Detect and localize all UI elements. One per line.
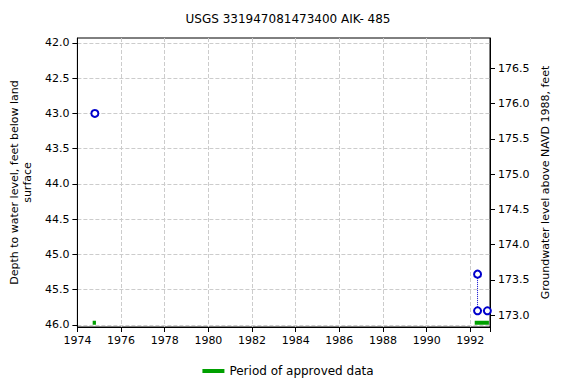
svg-text:175.5: 175.5 bbox=[498, 132, 530, 145]
svg-text:175.0: 175.0 bbox=[498, 168, 530, 181]
svg-text:1990: 1990 bbox=[413, 334, 441, 347]
svg-text:Depth to water level, feet bel: Depth to water level, feet below land bbox=[8, 80, 21, 285]
svg-text:42.5: 42.5 bbox=[45, 72, 70, 85]
svg-text:1982: 1982 bbox=[238, 334, 266, 347]
svg-text:1984: 1984 bbox=[282, 334, 310, 347]
svg-text:173.0: 173.0 bbox=[498, 309, 530, 322]
svg-text:43.0: 43.0 bbox=[45, 107, 70, 120]
svg-text:1974: 1974 bbox=[63, 334, 91, 347]
svg-text:USGS 331947081473400 AIK- 485: USGS 331947081473400 AIK- 485 bbox=[186, 12, 391, 26]
svg-text:176.0: 176.0 bbox=[498, 97, 530, 110]
svg-text:173.5: 173.5 bbox=[498, 273, 530, 286]
svg-text:Period of approved data: Period of approved data bbox=[229, 364, 373, 378]
svg-text:174.0: 174.0 bbox=[498, 238, 530, 251]
svg-text:42.0: 42.0 bbox=[45, 36, 70, 49]
svg-text:44.0: 44.0 bbox=[45, 177, 70, 190]
svg-text:1978: 1978 bbox=[151, 334, 179, 347]
svg-text:174.5: 174.5 bbox=[498, 203, 530, 216]
svg-text:43.5: 43.5 bbox=[45, 142, 70, 155]
svg-text:44.5: 44.5 bbox=[45, 213, 70, 226]
svg-text:Groundwater level above NAVD 1: Groundwater level above NAVD 1988, feet bbox=[539, 65, 552, 299]
svg-text:1986: 1986 bbox=[325, 334, 353, 347]
svg-text:45.0: 45.0 bbox=[45, 248, 70, 261]
svg-text:1988: 1988 bbox=[369, 334, 397, 347]
svg-text:surface: surface bbox=[21, 162, 34, 203]
svg-text:45.5: 45.5 bbox=[45, 283, 70, 296]
svg-text:1976: 1976 bbox=[107, 334, 135, 347]
svg-text:1980: 1980 bbox=[194, 334, 222, 347]
svg-text:46.0: 46.0 bbox=[45, 318, 70, 331]
svg-text:1992: 1992 bbox=[456, 334, 484, 347]
svg-text:176.5: 176.5 bbox=[498, 62, 530, 75]
